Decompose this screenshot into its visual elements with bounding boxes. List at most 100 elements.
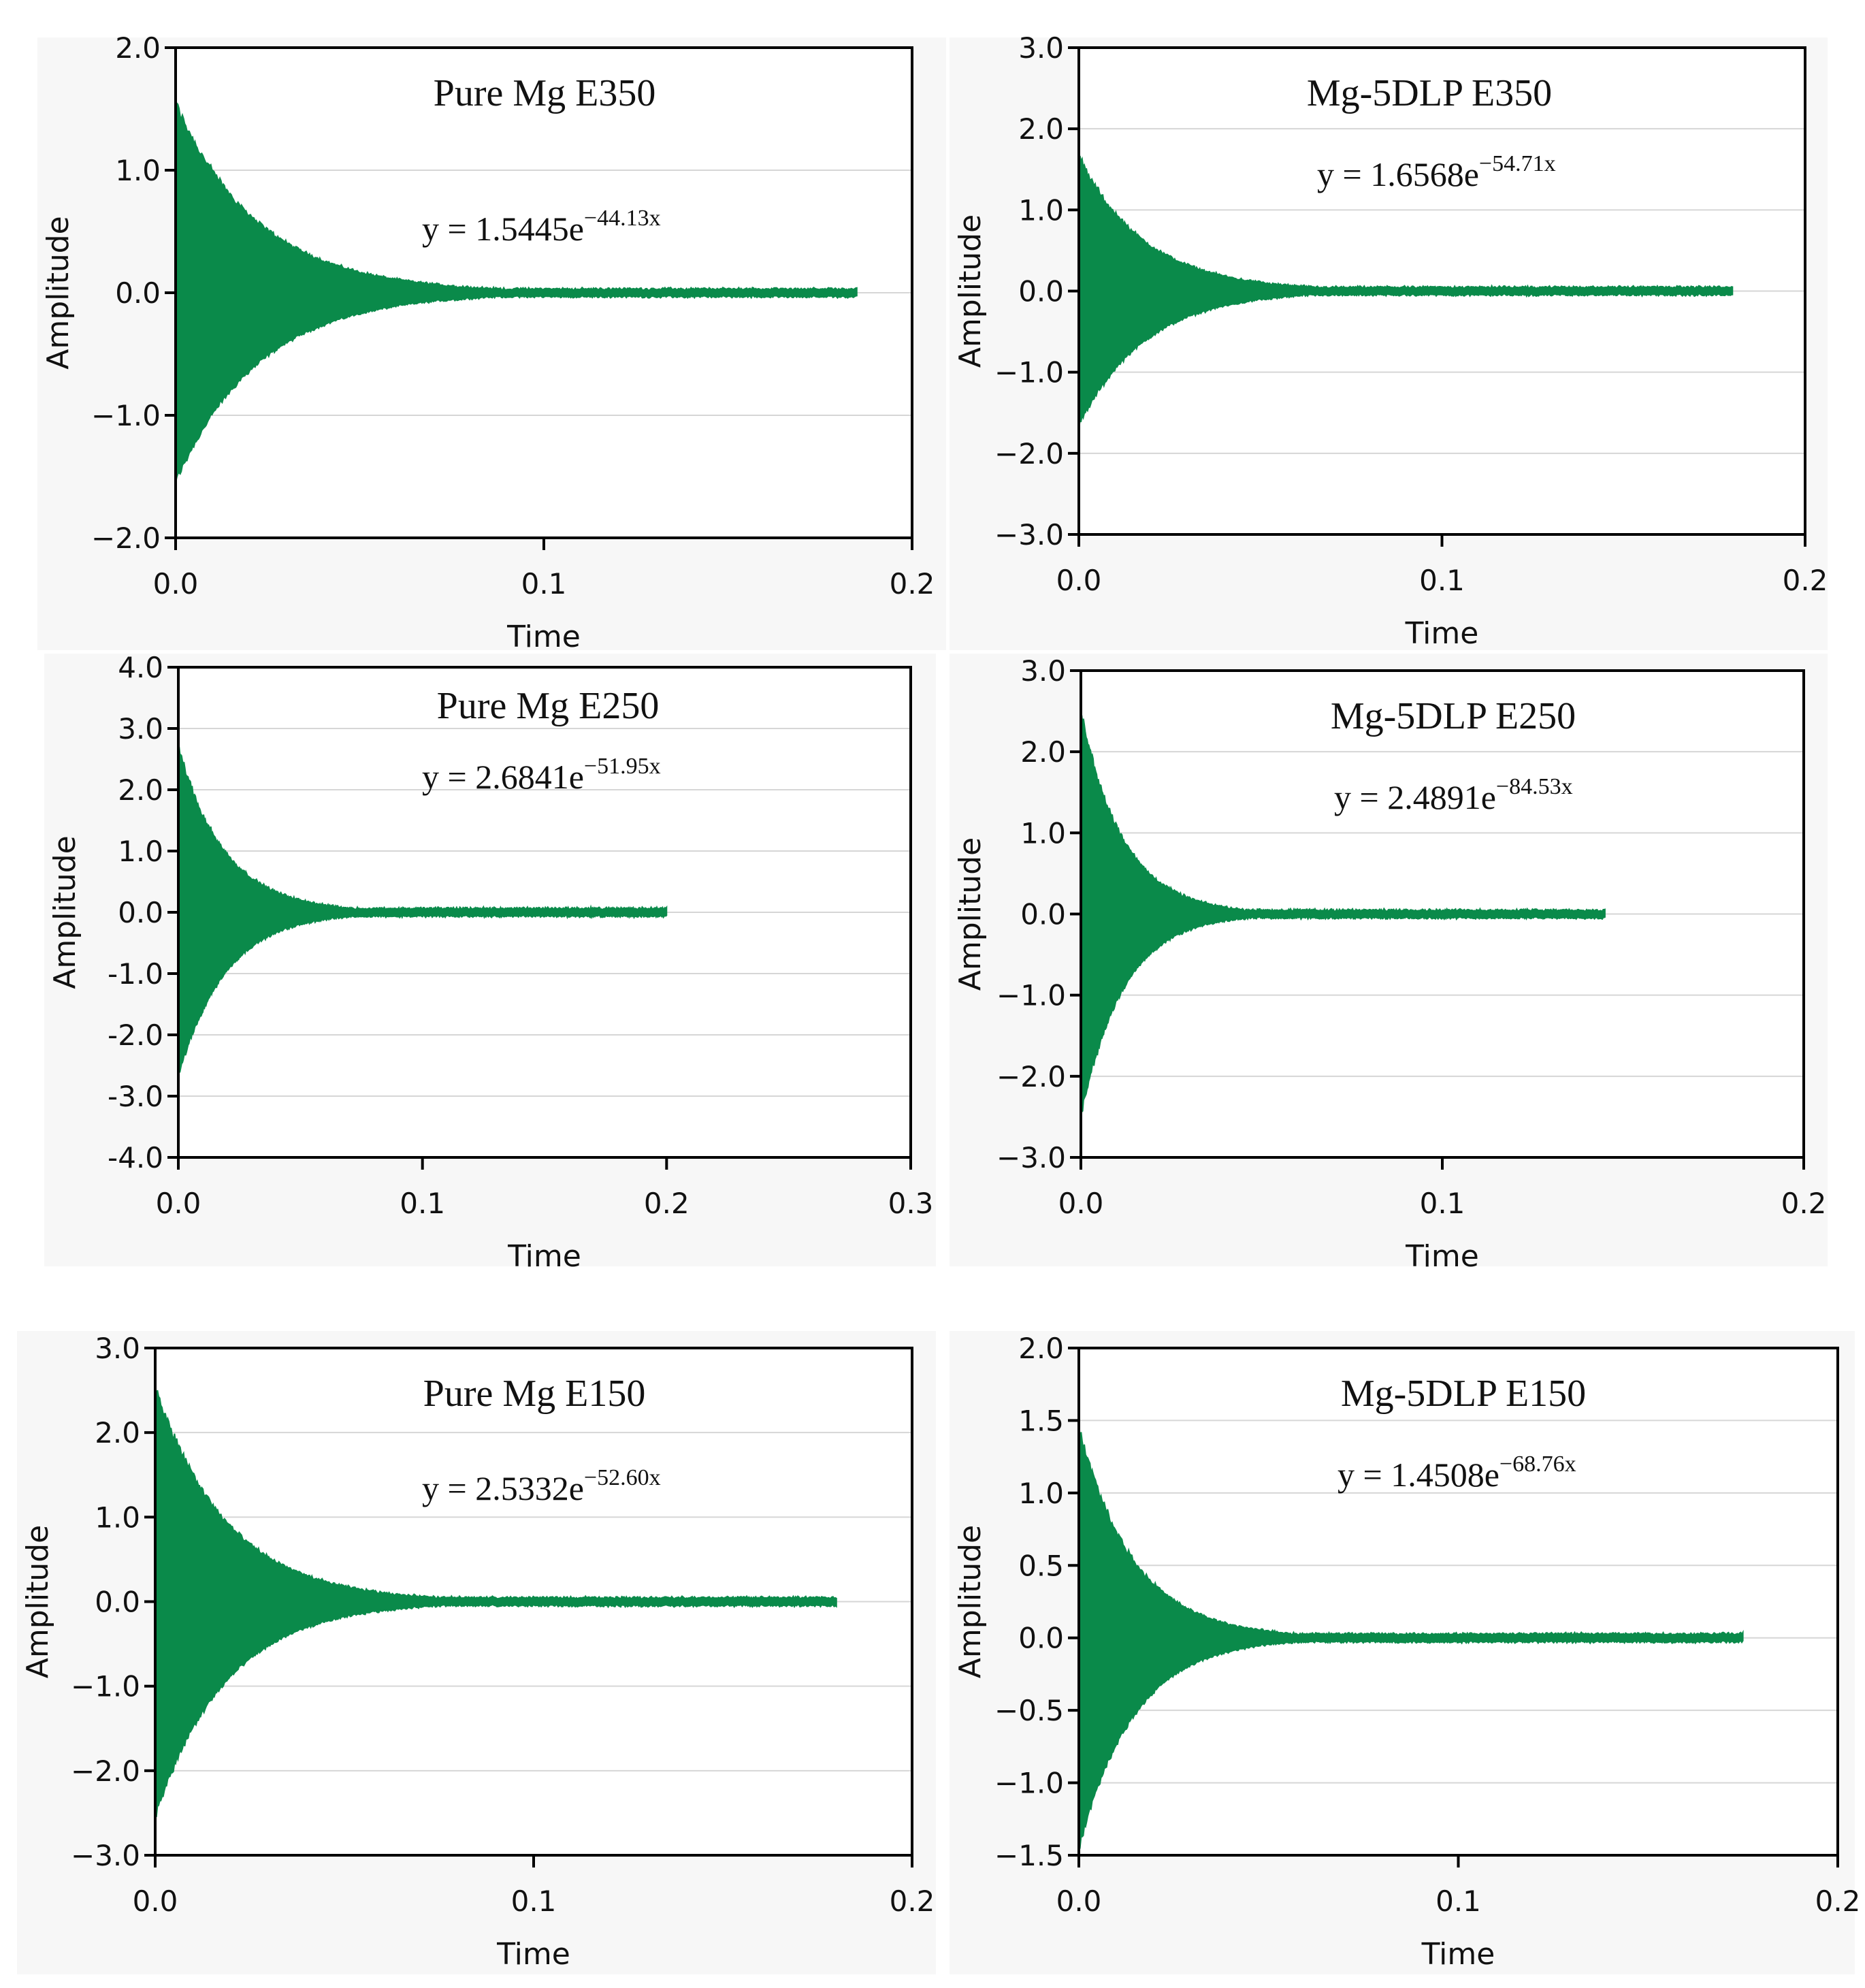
y-tick-label: −3.0 bbox=[71, 1839, 140, 1872]
y-tick-label: 1.0 bbox=[1018, 1477, 1064, 1510]
chart-panel-5: 3.0 2.0 1.0 0.0 −1.0 −2.0 −3.0 0.0 0.1 0.2 Time Amp… bbox=[17, 1331, 936, 1974]
y-tick-label: −1.0 bbox=[996, 979, 1066, 1012]
x-tick-label: 0.2 bbox=[1783, 564, 1828, 597]
y-tick-label: -1.0 bbox=[108, 957, 163, 991]
y-tick-label: 1.0 bbox=[95, 1501, 140, 1534]
y-tick-label: −0.5 bbox=[994, 1694, 1064, 1727]
x-tick-label: 0.2 bbox=[1815, 1885, 1861, 1918]
y-tick-label: -4.0 bbox=[108, 1141, 163, 1174]
fit-equation-base: y = 1.4508e bbox=[1337, 1456, 1499, 1494]
y-tick-label: 0.0 bbox=[115, 276, 161, 310]
x-tick-label: 0.0 bbox=[1056, 564, 1102, 597]
signal-series bbox=[178, 746, 668, 1080]
y-tick-label: 1.0 bbox=[1018, 193, 1064, 227]
x-axis-label: Time bbox=[507, 1239, 581, 1274]
x-tick-label: 0.1 bbox=[511, 1885, 557, 1918]
x-axis-label: Time bbox=[1405, 1239, 1479, 1274]
fit-equation: y = 2.5332e−52.60x bbox=[422, 1465, 661, 1507]
y-tick-label: −1.0 bbox=[91, 399, 161, 432]
x-tick-label: 0.0 bbox=[1058, 1187, 1104, 1220]
x-tick-label: 0.0 bbox=[133, 1885, 178, 1918]
y-tick-label: 1.0 bbox=[118, 835, 163, 868]
x-tick-label: 0.1 bbox=[1436, 1885, 1481, 1918]
y-tick-label: 0.0 bbox=[1018, 1622, 1064, 1655]
x-tick-label: 0.2 bbox=[890, 567, 935, 600]
x-tick-label: 0.2 bbox=[1781, 1187, 1827, 1220]
fit-equation: y = 1.6568e−54.71x bbox=[1317, 151, 1556, 193]
y-tick-label: 3.0 bbox=[95, 1332, 140, 1365]
y-axis-label: Amplitude bbox=[48, 835, 82, 989]
fit-equation-base: y = 2.6841e bbox=[422, 758, 584, 796]
chart-title: Pure Mg E150 bbox=[423, 1373, 646, 1415]
y-tick-label: -3.0 bbox=[108, 1080, 163, 1113]
y-tick-label: 4.0 bbox=[118, 651, 163, 684]
chart-panel-4: 3.0 2.0 1.0 0.0 −1.0 −2.0 −3.0 0.0 0.1 0.2 Time Amp… bbox=[950, 654, 1828, 1274]
y-tick-label: 2.0 bbox=[1018, 112, 1064, 146]
chart-panel-3: 4.0 3.0 2.0 1.0 0.0 -1.0 -2.0 -3.0 -4.0 0.0 0.1 0.2… bbox=[44, 651, 936, 1274]
chart-panel-2: 3.0 2.0 1.0 0.0 −1.0 −2.0 −3.0 0.0 0.1 0.2 Time Amp… bbox=[950, 31, 1828, 651]
plot-area bbox=[1079, 1348, 1838, 1855]
y-tick-label: 3.0 bbox=[118, 712, 163, 746]
chart-panel-1: 2.0 1.0 0.0 −1.0 −2.0 0.0 0.1 0.2 Time Amplitude P… bbox=[37, 31, 946, 654]
x-tick-label: 0.2 bbox=[644, 1187, 690, 1220]
x-axis-label: Time bbox=[1421, 1937, 1495, 1972]
fit-equation-exponent: −68.76x bbox=[1499, 1452, 1576, 1477]
x-tick-label: 0.1 bbox=[1420, 1187, 1465, 1220]
y-tick-label: 0.0 bbox=[1020, 898, 1066, 931]
chart-title: Mg-5DLP E350 bbox=[1307, 72, 1552, 114]
fit-equation-exponent: −54.71x bbox=[1479, 151, 1556, 176]
x-tick-label: 0.1 bbox=[1419, 564, 1465, 597]
y-tick-label: 3.0 bbox=[1018, 31, 1064, 65]
y-tick-label: −1.5 bbox=[994, 1839, 1064, 1872]
y-axis-label: Amplitude bbox=[953, 214, 988, 368]
x-tick-label: 0.1 bbox=[521, 567, 567, 600]
signal-series bbox=[1080, 713, 1606, 1118]
y-tick-label: 0.5 bbox=[1018, 1549, 1064, 1582]
y-tick-label: −2.0 bbox=[994, 437, 1064, 470]
y-tick-label: −1.0 bbox=[994, 356, 1064, 389]
signal-series bbox=[175, 101, 858, 483]
chart-title: Mg-5DLP E150 bbox=[1341, 1373, 1586, 1415]
y-tick-label: −2.0 bbox=[91, 522, 161, 555]
y-axis-label: Amplitude bbox=[953, 1525, 988, 1678]
fit-equation-base: y = 1.6568e bbox=[1317, 155, 1479, 193]
fit-equation: y = 1.5445e−44.13x bbox=[422, 206, 661, 248]
x-tick-label: 0.0 bbox=[1056, 1885, 1102, 1918]
y-axis-label: Amplitude bbox=[953, 837, 988, 991]
y-tick-label: 1.0 bbox=[1020, 816, 1066, 850]
y-tick-label: −1.0 bbox=[71, 1670, 140, 1703]
signal-series bbox=[1078, 1431, 1744, 1851]
y-tick-label: −3.0 bbox=[994, 518, 1064, 551]
chart-title: Mg-5DLP E250 bbox=[1331, 695, 1576, 737]
y-axis-label: Amplitude bbox=[41, 216, 76, 369]
x-axis-label: Time bbox=[506, 620, 581, 654]
chart-title: Pure Mg E350 bbox=[434, 72, 656, 114]
y-tick-label: 1.0 bbox=[115, 154, 161, 187]
fit-equation-base: y = 2.4891e bbox=[1334, 778, 1496, 816]
y-tick-label: −2.0 bbox=[996, 1060, 1066, 1093]
y-axis-label: Amplitude bbox=[20, 1525, 55, 1678]
y-tick-label: 2.0 bbox=[118, 773, 163, 807]
fit-equation: y = 2.6841e−51.95x bbox=[422, 754, 661, 796]
y-tick-label: −2.0 bbox=[71, 1754, 140, 1788]
chart-title: Pure Mg E250 bbox=[437, 685, 660, 727]
x-tick-label: 0.0 bbox=[156, 1187, 201, 1220]
fit-equation-exponent: −84.53x bbox=[1496, 774, 1573, 799]
signal-series bbox=[155, 1382, 837, 1818]
y-tick-label: 3.0 bbox=[1020, 654, 1066, 688]
x-tick-label: 0.2 bbox=[890, 1885, 935, 1918]
y-tick-label: −1.0 bbox=[994, 1767, 1064, 1800]
y-tick-label: 2.0 bbox=[95, 1416, 140, 1449]
y-tick-label: 2.0 bbox=[1018, 1332, 1064, 1365]
fit-equation-base: y = 2.5332e bbox=[422, 1469, 584, 1507]
y-tick-label: 0.0 bbox=[118, 896, 163, 929]
y-tick-label: 1.5 bbox=[1018, 1404, 1064, 1437]
chart-panel-6: 2.0 1.5 1.0 0.5 0.0 −0.5 −1.0 −1.5 0.0 0.1 0.2 Time… bbox=[950, 1331, 1860, 1974]
fit-equation: y = 2.4891e−84.53x bbox=[1334, 774, 1573, 816]
signal-series bbox=[1078, 155, 1734, 429]
x-axis-label: Time bbox=[1405, 616, 1479, 651]
fit-equation: y = 1.4508e−68.76x bbox=[1337, 1452, 1576, 1494]
fit-equation-exponent: −44.13x bbox=[584, 206, 661, 231]
x-tick-label: 0.0 bbox=[153, 567, 199, 600]
